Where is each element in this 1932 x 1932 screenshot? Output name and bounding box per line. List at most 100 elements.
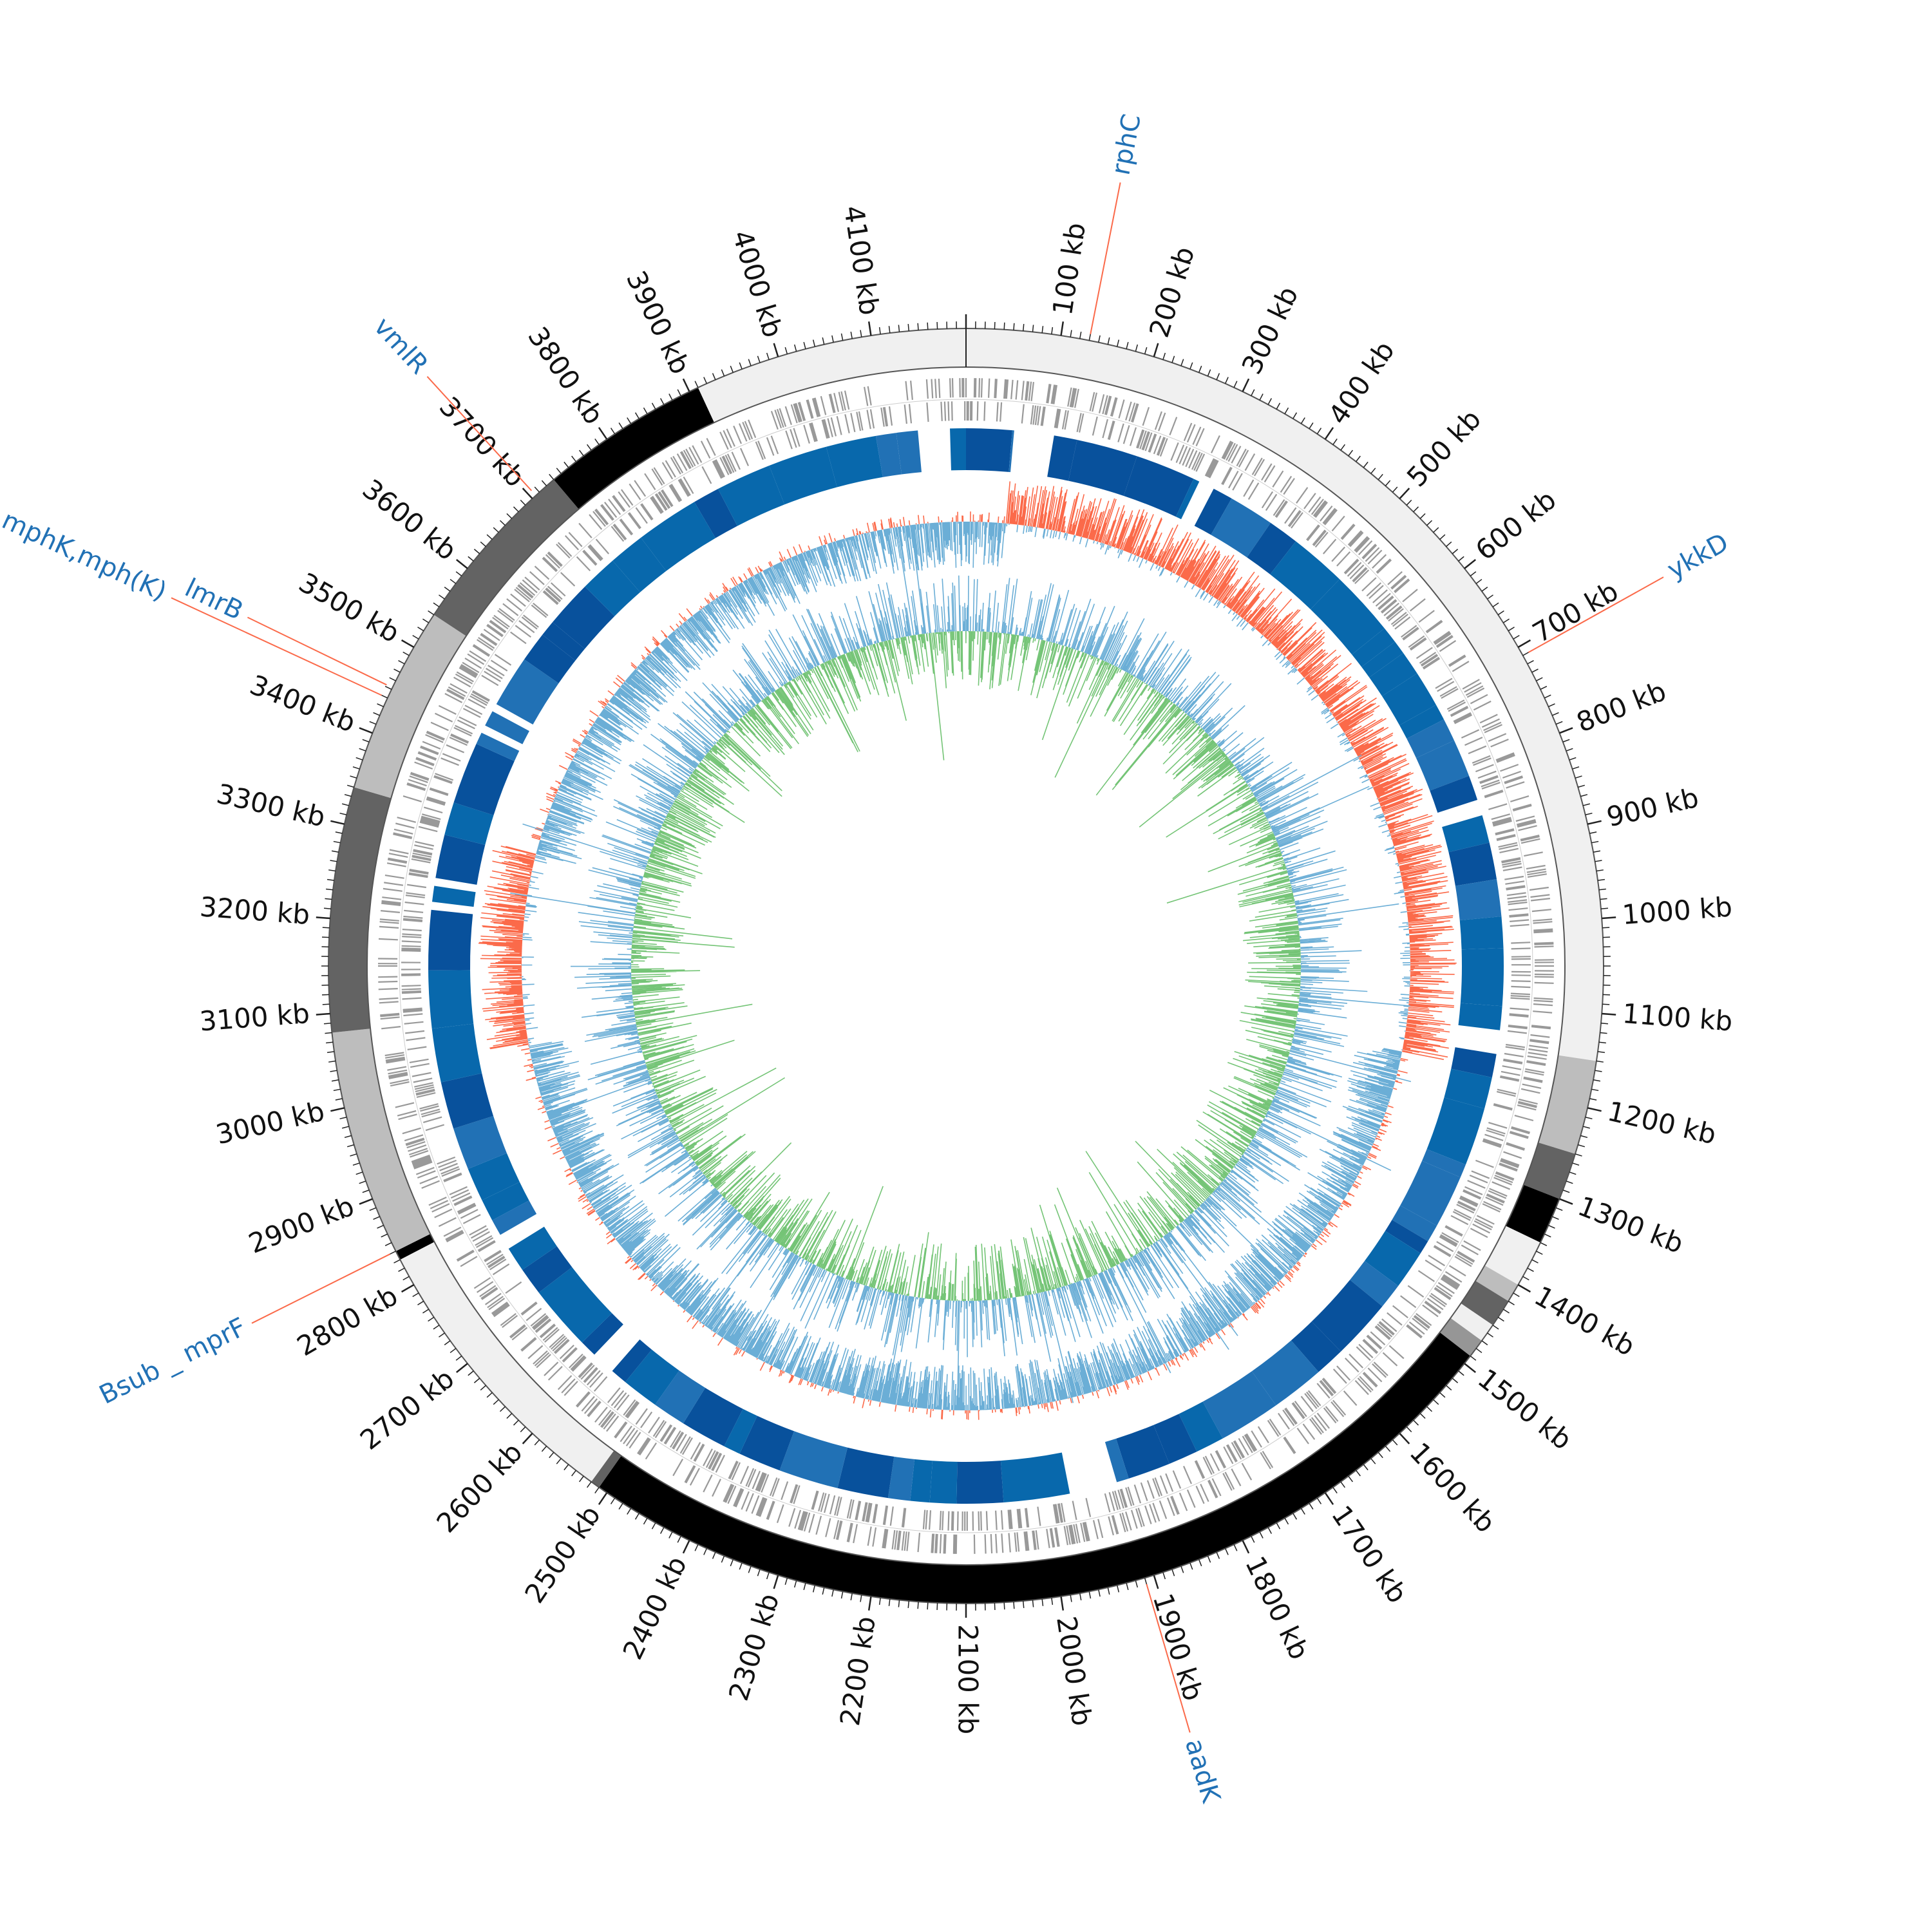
minor-tick — [1578, 1144, 1586, 1148]
blast-hit — [1194, 488, 1232, 535]
blast-hit — [655, 1370, 706, 1424]
minor-tick — [1481, 587, 1488, 592]
blast-hit — [585, 560, 640, 616]
minor-tick — [1595, 860, 1602, 862]
minor-tick — [1596, 1060, 1604, 1063]
contig-segment — [591, 1450, 621, 1488]
tick-label: 2700 kb — [354, 1363, 460, 1456]
minor-tick — [1426, 520, 1433, 526]
minor-tick — [439, 594, 445, 600]
minor-tick — [898, 325, 900, 332]
minor-tick — [1098, 335, 1101, 343]
minor-tick — [342, 803, 350, 806]
minor-tick — [803, 1582, 806, 1590]
blast-hit — [1430, 775, 1478, 813]
minor-tick — [352, 766, 360, 770]
minor-tick — [1300, 417, 1305, 424]
minor-tick — [1600, 898, 1607, 900]
minor-tick — [350, 1153, 357, 1157]
minor-tick — [384, 1242, 392, 1246]
minor-tick — [1508, 1300, 1515, 1305]
minor-tick — [1171, 355, 1175, 363]
minor-tick — [480, 1385, 486, 1391]
tick-label: 3000 kb — [213, 1095, 328, 1151]
minor-tick — [455, 1356, 462, 1361]
minor-tick — [1316, 1497, 1322, 1504]
minor-tick — [339, 1116, 347, 1120]
minor-tick — [1595, 1070, 1602, 1072]
blast-hit — [1458, 1003, 1502, 1030]
minor-tick — [1433, 527, 1439, 533]
tick-label: 1600 kb — [1403, 1436, 1501, 1539]
minor-tick — [333, 1088, 341, 1092]
major-tick — [401, 1283, 415, 1293]
minor-tick — [831, 335, 834, 343]
minor-tick — [346, 784, 354, 788]
blast-hit — [1310, 579, 1385, 655]
blast-hit — [1352, 628, 1396, 667]
minor-tick — [1475, 1348, 1482, 1354]
minor-tick — [384, 686, 392, 690]
minor-tick — [534, 486, 540, 493]
minor-tick — [1348, 450, 1354, 457]
annotation-leader-line — [247, 616, 387, 686]
blast-hit — [1311, 1280, 1383, 1352]
major-tick — [1399, 488, 1410, 500]
minor-tick — [499, 520, 506, 526]
minor-tick — [1433, 1399, 1439, 1405]
minor-tick — [422, 618, 430, 623]
minor-tick — [1392, 1439, 1398, 1446]
tick-label: 300 kb — [1236, 281, 1305, 379]
minor-tick — [369, 1207, 377, 1211]
minor-tick — [1116, 339, 1120, 347]
major-tick — [1324, 427, 1334, 440]
minor-tick — [627, 1508, 632, 1515]
minor-tick — [850, 331, 853, 339]
major-tick — [316, 1012, 330, 1016]
minor-tick — [1107, 337, 1110, 345]
minor-tick — [1502, 1309, 1510, 1314]
blast-hit — [724, 1408, 757, 1454]
minor-tick — [1552, 1216, 1559, 1220]
contig-ring — [328, 328, 1604, 1604]
blast-hit — [683, 1387, 743, 1446]
minor-tick — [1580, 793, 1588, 797]
gene-track-divider — [399, 399, 1533, 1533]
minor-tick — [730, 365, 734, 373]
minor-tick — [694, 381, 699, 388]
tick-label: 1300 kb — [1573, 1190, 1687, 1260]
major-tick — [359, 1198, 373, 1205]
minor-tick — [1470, 571, 1477, 576]
blast-hit — [1416, 740, 1470, 791]
minor-tick — [643, 407, 648, 415]
major-tick — [1587, 1107, 1602, 1112]
minor-tick — [860, 330, 862, 337]
minor-tick — [1569, 1171, 1577, 1175]
minor-tick — [840, 333, 844, 341]
minor-tick — [520, 1426, 526, 1433]
blast-hit — [1426, 1097, 1485, 1165]
minor-tick — [618, 422, 623, 430]
minor-tick — [339, 812, 347, 816]
minor-tick — [1582, 803, 1590, 806]
minor-tick — [1536, 1251, 1543, 1255]
minor-tick — [1540, 686, 1548, 690]
minor-tick — [1497, 610, 1504, 616]
minor-tick — [1406, 499, 1412, 506]
minor-tick — [1470, 1356, 1477, 1361]
minor-tick — [578, 450, 584, 457]
minor-tick — [784, 1578, 788, 1586]
minor-tick — [927, 1602, 929, 1610]
minor-tick — [1481, 1340, 1488, 1345]
minor-tick — [506, 513, 513, 519]
tick-label: 400 kb — [1322, 336, 1401, 430]
minor-tick — [352, 1162, 360, 1166]
minor-tick — [1363, 1464, 1368, 1471]
minor-tick — [1348, 1475, 1354, 1482]
minor-tick — [1224, 377, 1229, 384]
minor-tick — [1144, 346, 1148, 354]
tick-label: 1400 kb — [1529, 1280, 1640, 1362]
minor-tick — [1088, 333, 1092, 341]
minor-tick — [468, 556, 474, 562]
major-tick — [1517, 639, 1531, 649]
